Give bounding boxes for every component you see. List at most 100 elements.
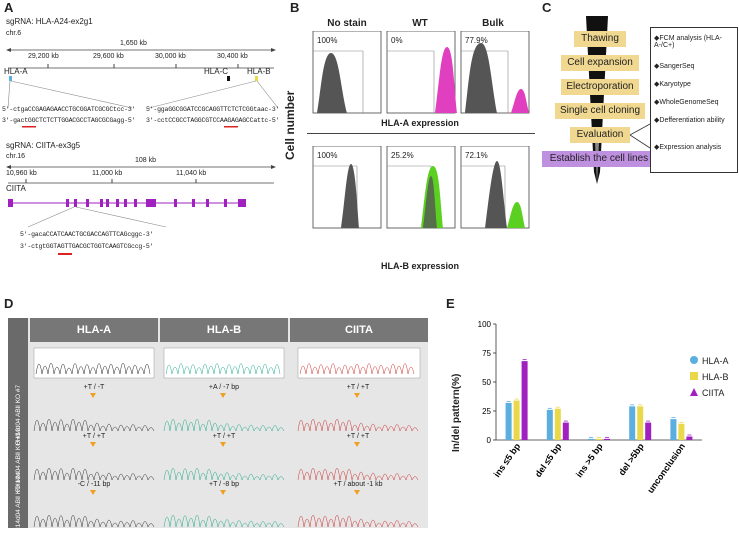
header-hla-a: HLA-A	[30, 318, 158, 342]
eval-sanger: ◆SangerSeq	[654, 63, 695, 70]
y-tick-label-3: 75	[482, 349, 491, 358]
x-tick-label-1: del ≤5 bp	[533, 441, 564, 479]
bar-hla-b-2	[596, 438, 602, 440]
tick2-1: 11,000 kb	[92, 170, 123, 177]
panelb-ylabel: Cell number	[283, 90, 297, 160]
span-label-1: 1,650 kb	[120, 40, 147, 47]
sgrna-label-1: sgRNA: HLA-A24-ex2g1	[6, 17, 93, 26]
pam-underline	[58, 253, 72, 255]
bar-ciita-0	[521, 361, 528, 440]
panel-label-e: E	[446, 296, 455, 311]
mut-24-hla-a: -C / -11 bp	[77, 481, 111, 488]
chr-label-2: chr.16	[6, 153, 26, 160]
legend-label-hla-a: HLA-A	[702, 356, 729, 366]
tick1-3: 30,400 kb	[217, 53, 248, 60]
y-tick-label-4: 100	[478, 320, 492, 329]
genome-ruler-1	[6, 48, 276, 69]
pct-b-bulk: 72.1%	[465, 151, 488, 160]
gene-hla-a: HLA-A	[4, 67, 28, 76]
panel-label-a: A	[4, 0, 14, 15]
bar-hla-b-1	[554, 408, 561, 440]
panelb-divider	[307, 133, 535, 134]
ciita-gene-diagram	[8, 199, 246, 228]
bar-hla-b-3	[637, 406, 644, 440]
y-tick-label-0: 0	[487, 436, 492, 445]
legend-hla-a: HLA-A	[690, 356, 729, 366]
evaluation-box: ◆FCM analysis (HLA-A-/C+) ◆SangerSeq ◆Ka…	[650, 27, 738, 173]
pct-b-nostain: 100%	[317, 151, 338, 160]
histograms-hla-b	[312, 146, 530, 229]
chromatograms-mutant	[33, 393, 419, 528]
span-label-2: 108 kb	[135, 157, 157, 164]
step-establish: Establish the cell lines	[542, 151, 656, 167]
legend-label-ciita: CIITA	[702, 388, 725, 398]
chart-ylabel: In/del pattern(%)	[451, 373, 462, 452]
xlabel-hla-a: HLA-A expression	[381, 118, 459, 128]
gene-ciita: CIITA	[6, 184, 26, 193]
bar-ciita-3	[645, 422, 652, 440]
row-label-column	[8, 318, 28, 528]
bar-hla-b-0	[513, 400, 520, 440]
header-hla-b: HLA-B	[160, 318, 288, 342]
hla-locus-diagram	[7, 76, 279, 128]
eval-wgs: ◆WholeGenomeSeq	[654, 99, 719, 106]
seq-hla-a-top: 5'-ctgaCCGAGAGAACCTGCGGATCGCGCtcc-3'	[2, 106, 136, 113]
eval-differentiation: ◆Defferentiation ability	[654, 117, 725, 124]
bar-hla-a-1	[546, 409, 553, 440]
step-cell-expansion: Cell expansion	[561, 55, 639, 71]
tick2-0: 10,960 kb	[6, 170, 37, 177]
pct-a-nostain: 100%	[317, 36, 338, 45]
tick1-2: 30,000 kb	[155, 53, 186, 60]
mut-24-ciita: +T / about -1 kb	[333, 481, 383, 488]
legend-marker-ciita	[690, 388, 698, 396]
mut-7-ciita: +T / +T	[346, 384, 370, 391]
legend-marker-hla-a	[690, 356, 698, 364]
mut-24-hla-b: +T / -8 bp	[208, 481, 240, 488]
x-tick-label-4: unconclusion	[645, 441, 687, 495]
bar-hla-b-4	[678, 423, 685, 440]
bar-hla-a-2	[588, 438, 594, 440]
seq-hla-a-bottom: 3'-gactGGCTCTCTTGGACGCCTAGCGCGagg-5'	[2, 117, 136, 124]
mut-7-hla-a: +T / -T	[83, 384, 105, 391]
seq-hla-b-top: 5'-ggaGGCGGATCCGCAGGTTCTCTCGGtaac-3'	[146, 106, 280, 113]
y-tick-label-2: 50	[482, 378, 491, 387]
legend-hla-b: HLA-B	[690, 372, 729, 382]
panel-label-b: B	[290, 0, 300, 15]
step-single-cell-cloning: Single cell cloning	[555, 103, 645, 119]
panel-label-d: D	[4, 296, 14, 311]
bar-hla-a-4	[670, 419, 677, 440]
mut-13-ciita: +T / +T	[346, 433, 370, 440]
histograms-hla-a	[312, 31, 530, 114]
seq-ciita-bottom: 3'-ctgtGGTAGTTGACGCTGGTCAAGTCGccg-5'	[20, 243, 154, 250]
eval-expression: ◆Expression analysis	[654, 144, 722, 151]
bar-ciita-2	[604, 438, 610, 440]
tick1-0: 29,200 kb	[28, 53, 59, 60]
gene-hla-c: HLA-C	[204, 67, 229, 76]
evaluation-bracket	[630, 123, 651, 149]
inDel-bar-chart: 0 25 50 75 100 ins ≤5 bp del ≤5 bp ins >5 bp del…	[478, 320, 702, 495]
step-electroporation: Electroporation	[561, 79, 639, 95]
col-bulk: Bulk	[482, 18, 504, 29]
legend-marker-hla-b	[690, 372, 698, 380]
y-tick-label-1: 25	[482, 407, 491, 416]
row-label-24: FH14d04 ABⅡ KO #24	[15, 472, 22, 536]
tick2-2: 11,040 kb	[176, 170, 207, 177]
eval-fcm: ◆FCM analysis (HLA-A-/C+)	[654, 35, 723, 49]
step-thawing: Thawing	[574, 31, 626, 47]
tick1-1: 29,600 kb	[93, 53, 124, 60]
col-wt: WT	[412, 18, 428, 29]
mut-13-hla-b: +T / +T	[212, 433, 236, 440]
sgrna-label-2: sgRNA: CIITA-ex3g5	[6, 141, 81, 150]
pct-a-wt: 0%	[391, 36, 403, 45]
bar-hla-a-0	[505, 402, 512, 440]
genome-ruler-2	[6, 165, 276, 184]
step-evaluation: Evaluation	[570, 127, 630, 143]
legend-label-hla-b: HLA-B	[702, 372, 729, 382]
mut-7-hla-b: +A / -7 bp	[208, 384, 240, 391]
chromatograms-wt	[33, 347, 421, 379]
mut-13-hla-a: +T / +T	[82, 433, 106, 440]
x-tick-label-2: ins >5 bp	[574, 441, 605, 479]
seq-hla-b-bottom: 3'-cctCCGCCTAGGCGTCCAAGAGAGCCattc-5'	[146, 117, 280, 124]
seq-ciita-top: 5'-gacaCCATCAACTGCGACCAGTTCAGcggc-3'	[20, 231, 154, 238]
pct-b-wt: 25.2%	[391, 151, 414, 160]
